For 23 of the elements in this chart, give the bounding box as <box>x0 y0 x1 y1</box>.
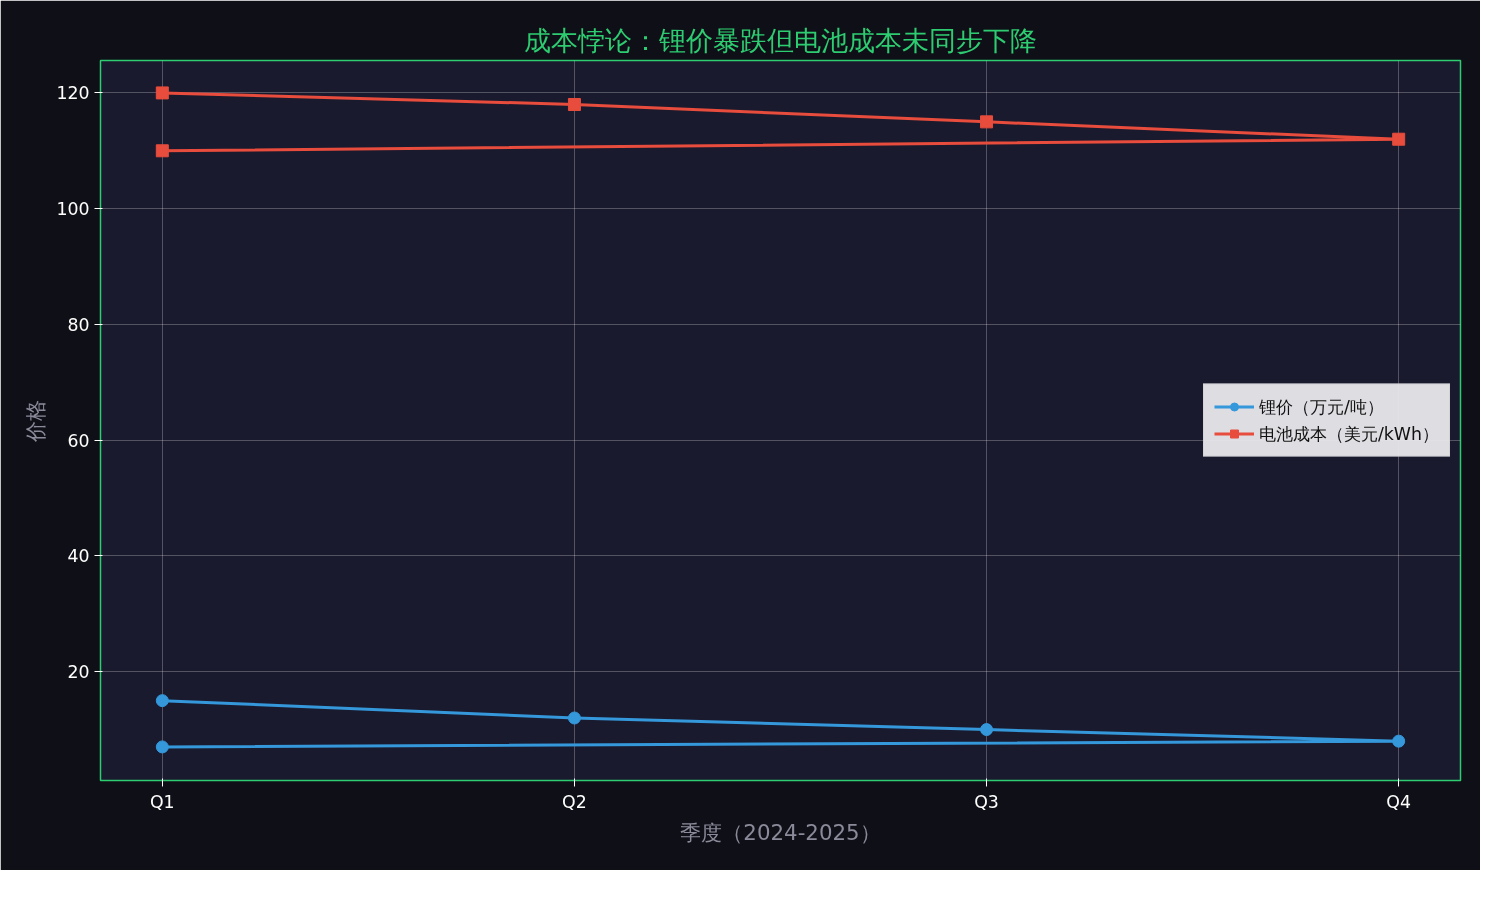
point <box>980 723 994 737</box>
point <box>567 711 581 725</box>
x-tick-label: Q4 <box>1386 791 1412 812</box>
y-axis-title: 价格 <box>23 399 49 443</box>
point <box>980 115 994 129</box>
y-tick-label: 40 <box>67 546 90 567</box>
point <box>1392 132 1406 146</box>
y-tick-label: 20 <box>67 662 90 683</box>
y-tick-label: 120 <box>56 83 90 104</box>
y-tick-label: 60 <box>67 430 90 451</box>
point <box>1392 734 1406 748</box>
y-tick-label: 100 <box>56 199 90 220</box>
chart-title: 成本悖论：锂价暴跌但电池成本未同步下降 <box>524 24 1037 56</box>
point <box>567 97 581 111</box>
point <box>155 86 169 100</box>
legend-label: 锂价（万元/吨） <box>1259 395 1384 419</box>
x-tick-label: Q2 <box>562 791 587 812</box>
x-tick-label: Q3 <box>974 791 999 812</box>
legend-label: 电池成本（美元/kWh） <box>1259 422 1439 446</box>
y-tick-label: 80 <box>67 314 90 335</box>
x-axis-title: 季度（2024-2025） <box>680 819 881 845</box>
point <box>155 694 169 708</box>
x-tick-label: Q1 <box>149 791 175 812</box>
